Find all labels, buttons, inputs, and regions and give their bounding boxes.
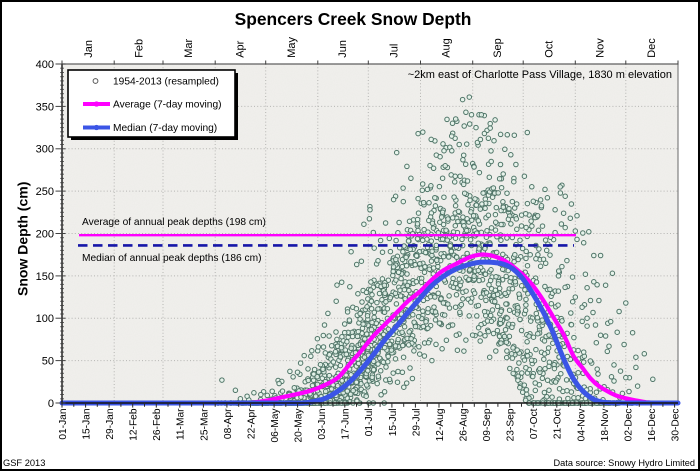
svg-text:11-Mar: 11-Mar (176, 408, 187, 440)
svg-text:Dec: Dec (646, 38, 658, 58)
svg-text:25-Mar: 25-Mar (199, 408, 210, 441)
svg-text:29-Jul: 29-Jul (411, 409, 422, 437)
svg-text:50: 50 (42, 356, 54, 368)
svg-text:03-Jun: 03-Jun (317, 409, 328, 440)
svg-text:Nov: Nov (595, 38, 607, 58)
svg-text:26-Feb: 26-Feb (152, 408, 163, 441)
svg-text:300: 300 (36, 144, 54, 156)
svg-text:15-Jul: 15-Jul (388, 409, 399, 437)
svg-text:Jul: Jul (389, 44, 401, 58)
svg-text:20-May: 20-May (294, 408, 305, 443)
svg-text:17-Jun: 17-Jun (341, 409, 352, 440)
svg-text:16-Dec: 16-Dec (647, 409, 658, 442)
svg-text:29-Jan: 29-Jan (105, 409, 116, 440)
svg-text:09-Sep: 09-Sep (482, 408, 493, 441)
svg-text:350: 350 (36, 101, 54, 113)
svg-text:GSF 2013: GSF 2013 (3, 458, 45, 468)
svg-text:01-Jul: 01-Jul (364, 409, 375, 437)
svg-text:07-Oct: 07-Oct (529, 408, 540, 439)
svg-text:May: May (286, 37, 298, 58)
svg-text:Spencers Creek Snow Depth: Spencers Creek Snow Depth (235, 9, 472, 29)
svg-text:21-Oct: 21-Oct (553, 408, 564, 439)
svg-text:12-Aug: 12-Aug (435, 408, 446, 441)
svg-text:01-Jan: 01-Jan (58, 409, 69, 440)
svg-text:06-May: 06-May (270, 408, 281, 443)
svg-text:30-Dec: 30-Dec (671, 409, 682, 442)
svg-text:Jun: Jun (337, 40, 349, 58)
svg-text:Average (7-day moving): Average (7-day moving) (113, 100, 222, 111)
svg-text:23-Sep: 23-Sep (506, 408, 517, 441)
svg-text:Sep: Sep (492, 38, 504, 58)
svg-text:Median (7-day moving): Median (7-day moving) (113, 123, 217, 134)
svg-text:Feb: Feb (134, 39, 146, 58)
svg-text:400: 400 (36, 59, 54, 71)
svg-text:100: 100 (36, 313, 54, 325)
svg-text:12-Feb: 12-Feb (129, 408, 140, 441)
svg-text:02-Dec: 02-Dec (623, 409, 634, 442)
svg-text:22-Apr: 22-Apr (246, 408, 257, 439)
svg-text:Oct: Oct (543, 41, 555, 58)
svg-text:Aug: Aug (441, 38, 453, 58)
svg-text:Jan: Jan (83, 40, 95, 58)
svg-text:Mar: Mar (183, 39, 195, 58)
svg-text:250: 250 (36, 186, 54, 198)
svg-text:26-Aug: 26-Aug (459, 408, 470, 441)
svg-text:18-Nov: 18-Nov (600, 408, 611, 442)
svg-text:Snow Depth (cm): Snow Depth (cm) (15, 182, 31, 296)
svg-text:1954-2013 (resampled): 1954-2013 (resampled) (113, 77, 219, 88)
svg-text:Apr: Apr (235, 40, 247, 57)
svg-text:Median of annual peak depths (: Median of annual peak depths (186 cm) (82, 253, 262, 264)
svg-text:08-Apr: 08-Apr (223, 408, 234, 439)
svg-text:~2km east of Charlotte Pass Vi: ~2km east of Charlotte Pass Village, 183… (408, 69, 672, 81)
svg-text:Data source: Snowy Hydro Limit: Data source: Snowy Hydro Limited (554, 458, 695, 468)
svg-text:200: 200 (36, 228, 54, 240)
svg-text:15-Jan: 15-Jan (82, 409, 93, 440)
svg-text:0: 0 (48, 398, 54, 410)
svg-text:Average of annual peak depths: Average of annual peak depths (198 cm) (82, 217, 266, 228)
svg-text:150: 150 (36, 271, 54, 283)
svg-text:04-Nov: 04-Nov (576, 408, 587, 442)
